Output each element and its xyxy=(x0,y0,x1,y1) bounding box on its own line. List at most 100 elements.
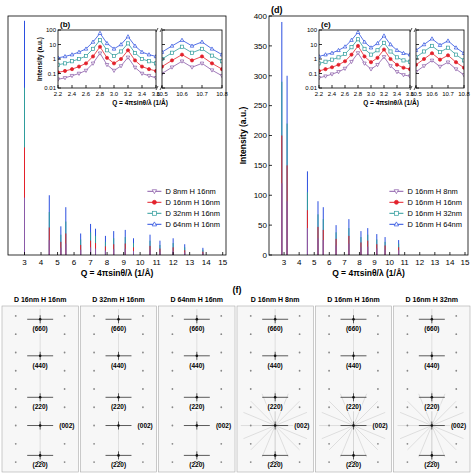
x-tick-label: 14 xyxy=(445,258,454,267)
point xyxy=(350,46,353,49)
point xyxy=(350,53,353,56)
y-tick xyxy=(162,88,165,89)
spot-streak xyxy=(341,355,367,356)
point xyxy=(210,69,214,72)
x-tick-label: 10 xyxy=(136,258,145,267)
x-tick xyxy=(74,252,75,255)
point xyxy=(133,51,136,54)
series-line xyxy=(58,53,156,79)
spot-streak xyxy=(118,352,119,360)
x-tick xyxy=(299,252,300,255)
legend: D 16nm H 8nmD 16nm H 16nmD 16nm H 32nmD … xyxy=(387,185,464,231)
pattern-panel: D 16nm H 16nm(660)(440)(220)(002)(2̄2̄0) xyxy=(315,296,391,472)
label-patch xyxy=(267,325,284,333)
lattice-spot xyxy=(407,461,409,463)
y-tick xyxy=(319,30,322,31)
x-tick xyxy=(41,252,42,255)
point xyxy=(330,51,334,54)
spot-streak xyxy=(262,455,288,456)
plot-frame xyxy=(162,30,222,88)
y-tick-label: 10 xyxy=(49,42,56,48)
spot xyxy=(39,454,42,457)
point xyxy=(70,60,73,63)
pattern-panel: D 16nm H 8nm(660)(440)(220)(002)(2̄2̄0) xyxy=(237,296,313,472)
series-line xyxy=(58,47,156,73)
point xyxy=(389,65,393,68)
spot-streak xyxy=(118,315,119,323)
pattern-panel: D 64nm H 16nm(660)(440)(220)(002)(2̄2̄0) xyxy=(159,296,235,472)
point xyxy=(98,52,102,55)
x-tick-label: 3 xyxy=(282,258,287,267)
point xyxy=(91,47,94,50)
peak xyxy=(385,242,386,255)
point xyxy=(190,51,193,54)
point xyxy=(402,66,405,69)
legend-items: D 8nm H 16nmD 16nm H 16nmD 32nm H 16nmD … xyxy=(147,187,220,229)
point xyxy=(147,53,151,56)
x-tick-label: 3.2 xyxy=(380,91,389,97)
x-tick-label: 6 xyxy=(72,258,77,267)
lattice-spot xyxy=(250,315,252,317)
peak xyxy=(49,195,50,255)
label-patch xyxy=(345,325,362,333)
spot-streak xyxy=(431,451,432,459)
peak xyxy=(348,244,349,255)
peak xyxy=(95,229,96,255)
point xyxy=(180,45,183,48)
label-patch xyxy=(345,362,362,370)
x-tick-label: 4 xyxy=(39,258,44,267)
spot xyxy=(352,318,355,321)
point xyxy=(119,57,122,60)
label-patch xyxy=(188,362,205,370)
point xyxy=(133,59,136,62)
peak xyxy=(348,228,349,255)
lattice-spot xyxy=(328,352,330,354)
lattice-spot xyxy=(220,388,222,390)
spot-streak xyxy=(353,422,354,430)
point xyxy=(395,56,398,59)
plot-frame xyxy=(8,16,226,255)
x-tick-label: 9 xyxy=(372,258,377,267)
lattice-spot xyxy=(142,333,144,335)
spot xyxy=(352,454,355,457)
peak xyxy=(24,88,25,255)
y-tick xyxy=(416,88,419,89)
lattice-spot xyxy=(220,352,222,354)
x-tick-label: 5 xyxy=(55,258,60,267)
point xyxy=(446,61,450,64)
peak xyxy=(348,219,349,255)
spot xyxy=(431,424,434,427)
lattice-spot xyxy=(299,370,301,372)
series-line xyxy=(319,53,410,78)
peak xyxy=(24,198,25,255)
point xyxy=(324,68,327,71)
x-tick-label: 10.7 xyxy=(442,91,454,97)
spot xyxy=(352,424,355,427)
spot-label: (220) xyxy=(424,403,439,411)
lattice-spot xyxy=(64,406,66,408)
lattice-spot xyxy=(377,333,379,335)
peak xyxy=(95,249,96,255)
point xyxy=(112,47,116,50)
spot-streak xyxy=(27,355,53,356)
x-tick-label: 10.5 xyxy=(156,91,168,97)
y-tick-label: 350 xyxy=(254,42,268,51)
x-tick-label: 2.8 xyxy=(96,91,105,97)
spot-streak xyxy=(262,355,288,356)
x-tick-label: 3.2 xyxy=(124,91,133,97)
lattice-spot xyxy=(15,388,17,390)
point xyxy=(140,50,144,53)
peak xyxy=(80,245,81,255)
peak xyxy=(105,246,106,255)
point xyxy=(422,65,426,68)
point xyxy=(369,68,373,71)
spot-label: (2̄2̄0) xyxy=(33,461,48,469)
spot-label: (660) xyxy=(189,325,204,333)
legend: D 8nm H 16nmD 16nm H 16nmD 32nm H 16nmD … xyxy=(145,185,222,231)
label-patch xyxy=(32,461,49,469)
peak xyxy=(376,248,377,255)
lattice-spot xyxy=(328,461,330,463)
point xyxy=(105,63,109,66)
y-tick xyxy=(269,225,272,226)
point xyxy=(382,56,386,59)
